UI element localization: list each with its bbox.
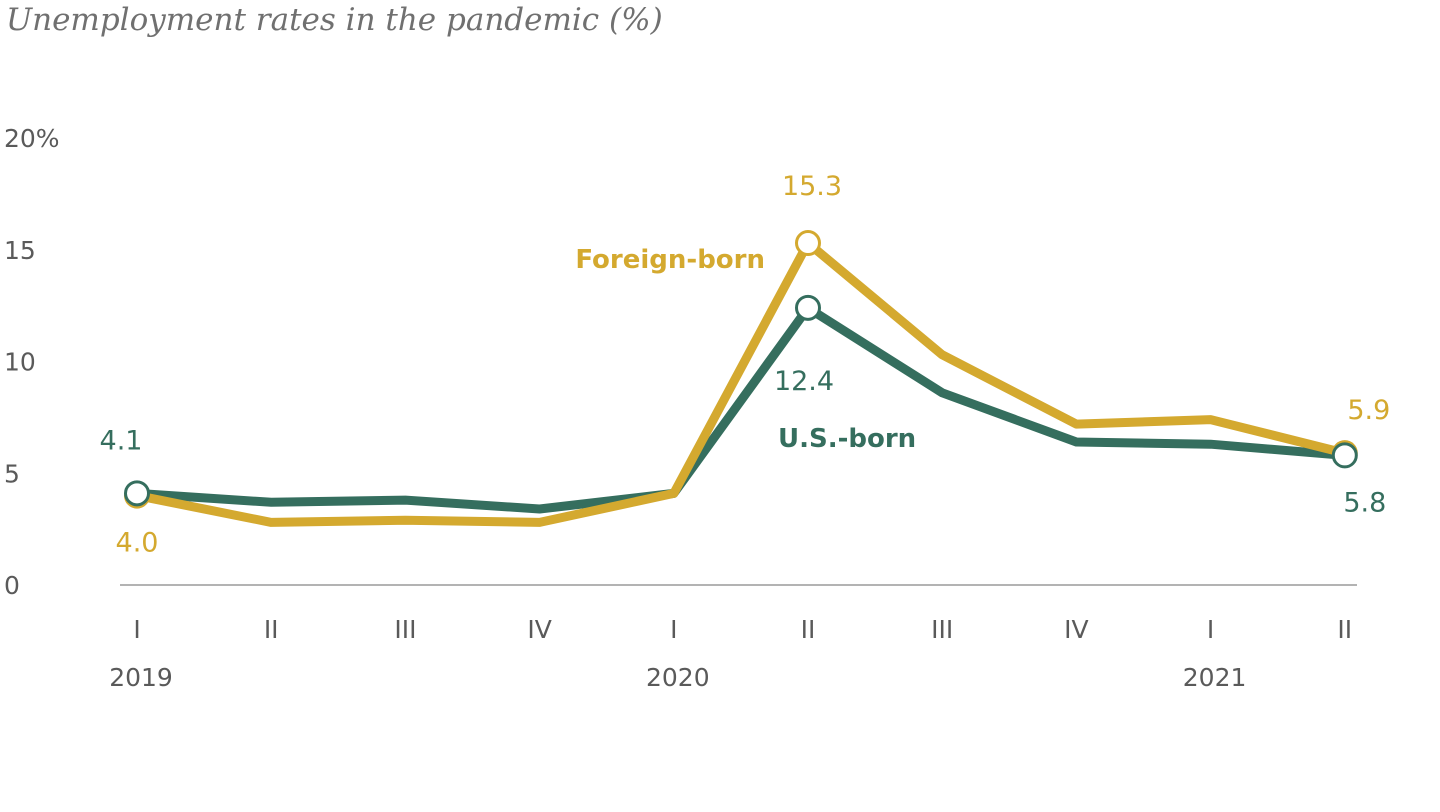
x-tick-label: I [133,615,140,644]
y-axis-ticks: 0 5 10 15 20% [4,124,60,600]
x-year-label: 2021 [1183,663,1247,692]
y-tick-label: 5 [4,459,20,488]
y-tick-label: 10 [4,348,36,377]
x-year-label: 2020 [646,663,710,692]
x-tick-label: II [801,615,816,644]
x-tick-label: IV [1064,615,1088,644]
data-point-marker [124,480,150,507]
chart-title: Unemployment rates in the pandemic (%) [6,2,663,38]
x-tick-label: I [1207,615,1214,644]
data-point-marker [1331,442,1358,469]
series-line-foreign-born [132,238,1350,527]
x-tick-label: IV [527,615,551,644]
data-label: 5.9 [1347,395,1390,426]
data-label: 5.8 [1343,487,1386,518]
data-label: 4.0 [116,528,159,559]
series-label-us-born: U.S.-born [778,424,916,454]
x-tick-label: II [264,615,279,644]
series-name-labels: Foreign-born U.S.-born [575,245,916,454]
data-label: 12.4 [774,366,834,397]
series-label-foreign-born: Foreign-born [575,245,765,275]
x-tick-label: III [394,615,416,644]
data-label: 4.1 [100,425,143,456]
data-labels: 4.0 4.1 15.3 12.4 5.9 5.8 [100,171,1391,559]
data-point-marker [795,230,821,257]
x-axis-year-labels: 2019 2020 2021 [109,663,1246,692]
data-point-marker [795,294,821,321]
x-tick-label: I [670,615,677,644]
y-tick-label: 15 [4,236,36,265]
series-lines [132,238,1350,527]
x-year-label: 2019 [109,663,173,692]
data-label: 15.3 [782,171,842,202]
series-markers [124,230,1358,509]
x-tick-label: II [1337,615,1352,644]
series-line-us-born [132,303,1350,514]
x-axis-ticks: I II III IV I II III IV I II [133,615,1352,644]
y-tick-label: 20% [4,124,60,153]
x-tick-label: III [931,615,953,644]
y-tick-label: 0 [4,571,20,600]
